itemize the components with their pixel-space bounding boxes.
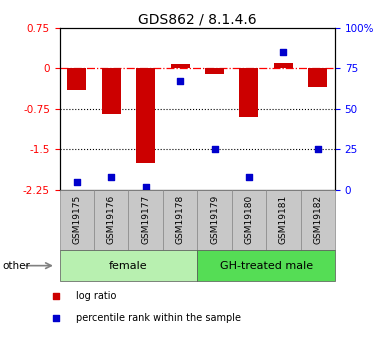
- Bar: [274, 63, 293, 68]
- Text: GSM19180: GSM19180: [244, 195, 253, 244]
- Bar: [232, 190, 266, 250]
- Point: [211, 147, 218, 152]
- Text: female: female: [109, 261, 148, 270]
- Bar: [301, 190, 335, 250]
- Bar: [197, 190, 232, 250]
- Point: [142, 184, 149, 189]
- Point: [74, 179, 80, 185]
- Text: percentile rank within the sample: percentile rank within the sample: [76, 313, 241, 323]
- Bar: [67, 68, 86, 90]
- Point: [265, 32, 271, 37]
- Bar: [266, 190, 301, 250]
- Bar: [60, 190, 94, 250]
- Bar: [60, 250, 197, 281]
- Bar: [197, 250, 335, 281]
- Text: GSM19178: GSM19178: [176, 195, 185, 244]
- Text: other: other: [2, 261, 30, 270]
- Bar: [94, 190, 129, 250]
- Bar: [129, 190, 163, 250]
- Point: [280, 49, 286, 55]
- Bar: [171, 65, 189, 68]
- Point: [108, 174, 114, 179]
- Text: GSM19177: GSM19177: [141, 195, 150, 244]
- Title: GDS862 / 8.1.4.6: GDS862 / 8.1.4.6: [138, 12, 257, 27]
- Bar: [136, 68, 155, 163]
- Bar: [102, 68, 121, 114]
- Point: [315, 147, 321, 152]
- Bar: [308, 68, 327, 87]
- Text: GSM19176: GSM19176: [107, 195, 116, 244]
- Text: GSM19181: GSM19181: [279, 195, 288, 244]
- Text: log ratio: log ratio: [76, 291, 116, 301]
- Point: [177, 78, 183, 84]
- Bar: [239, 68, 258, 117]
- Text: GSM19182: GSM19182: [313, 195, 322, 244]
- Bar: [163, 190, 197, 250]
- Bar: [205, 68, 224, 73]
- Point: [246, 174, 252, 179]
- Text: GH-treated male: GH-treated male: [219, 261, 313, 270]
- Point: [265, 227, 271, 233]
- Text: GSM19175: GSM19175: [72, 195, 81, 244]
- Text: GSM19179: GSM19179: [210, 195, 219, 244]
